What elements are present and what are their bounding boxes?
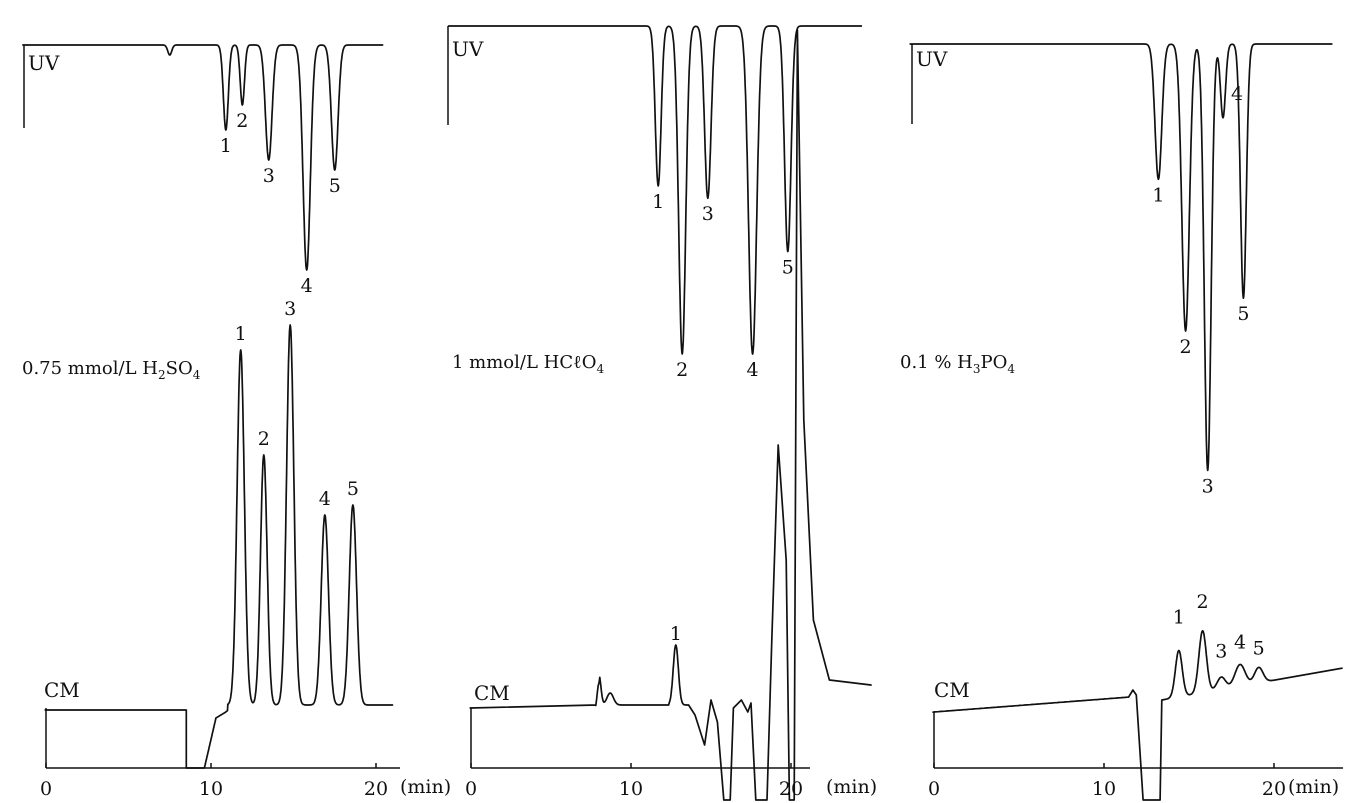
eluent-subscript: 4 <box>597 362 605 376</box>
eluent-subscript: 3 <box>973 362 981 376</box>
eluent-label: 0.75 mmol/L H2SO4 <box>22 358 201 382</box>
cm-peak-label-2: 2 <box>258 428 270 450</box>
cm-peak-label-3: 3 <box>1215 641 1227 663</box>
uv-trace-group: UV 12 3 4 5 <box>22 44 384 297</box>
tick-label-20: 20 <box>1262 778 1286 800</box>
uv-trace-line <box>22 44 384 271</box>
uv-peak-label-2: 2 <box>1180 336 1192 358</box>
cm-peak-label-2: 2 <box>1197 591 1209 613</box>
eluent-subscript: 4 <box>1007 362 1015 376</box>
cm-detector-label: CM <box>934 678 970 702</box>
time-unit-label: (min) <box>1288 776 1339 798</box>
cm-peak-label-4: 4 <box>319 488 331 510</box>
cm-peak-label-1: 1 <box>670 623 682 645</box>
uv-trace-group: UV 1 2 3 4 5 <box>909 43 1333 497</box>
tick-label-0: 0 <box>465 778 477 800</box>
uv-peak-label-5: 5 <box>329 175 341 197</box>
uv-trace-line <box>447 25 863 355</box>
eluent-text: PO <box>981 352 1008 373</box>
tick-label-0: 0 <box>928 778 940 800</box>
uv-peak-label-4: 4 <box>1231 83 1243 105</box>
cm-peak-label-5: 5 <box>347 478 359 500</box>
eluent-text: 1 mmol/L HCℓO <box>452 352 597 373</box>
uv-peak-label-4: 4 <box>747 359 759 381</box>
cm-detector-label: CM <box>44 678 80 702</box>
uv-peak-label-1: 1 <box>652 191 664 213</box>
cm-peak-label-1: 1 <box>1173 607 1185 629</box>
cm-peak-label-4: 4 <box>1234 631 1246 653</box>
uv-detector-label: UV <box>28 51 60 75</box>
cm-detector-label: CM <box>474 681 510 705</box>
cm-peak-label-1: 1 <box>235 323 247 345</box>
uv-peak-label-3: 3 <box>263 165 275 187</box>
cm-trace-line <box>469 29 872 801</box>
cm-peak-label-3: 3 <box>284 298 296 320</box>
uv-detector-label: UV <box>916 47 948 71</box>
uv-peak-label-1: 1 <box>220 135 232 157</box>
eluent-subscript: 4 <box>193 368 201 382</box>
uv-peak-label-4: 4 <box>301 275 313 297</box>
time-axis: 0 10 20 (min) <box>465 708 877 800</box>
tick-label-20: 20 <box>779 778 803 800</box>
eluent-subscript: 2 <box>158 368 166 382</box>
eluent-text: SO <box>166 358 193 379</box>
uv-peak-label-3: 3 <box>702 203 714 225</box>
uv-peak-label-5: 5 <box>782 257 794 279</box>
cm-trace-line <box>932 629 1343 801</box>
tick-label-0: 0 <box>40 778 52 800</box>
tick-label-20: 20 <box>364 778 388 800</box>
tick-label-10: 10 <box>619 778 643 800</box>
time-unit-label: (min) <box>826 776 877 798</box>
cm-peak-label-5: 5 <box>1253 638 1265 660</box>
eluent-text: 0.75 mmol/L H <box>22 358 158 379</box>
uv-peak-label-3: 3 <box>1202 475 1214 497</box>
eluent-label: 1 mmol/L HCℓO4 <box>452 352 605 376</box>
uv-peak-label-2: 2 <box>236 110 248 132</box>
eluent-label: 0.1 % H3PO4 <box>900 352 1015 376</box>
tick-label-10: 10 <box>1092 778 1116 800</box>
cm-trace-group: CM 1 <box>469 29 872 801</box>
tick-label-10: 10 <box>199 778 223 800</box>
cm-trace-line <box>44 324 394 769</box>
uv-trace-group: UV 1 2 3 4 5 <box>447 25 863 381</box>
time-axis: 0 10 20 (min) <box>928 712 1343 800</box>
uv-detector-label: UV <box>452 37 484 61</box>
uv-peak-label-5: 5 <box>1237 303 1249 325</box>
uv-peak-label-1: 1 <box>1152 184 1164 206</box>
uv-trace-line <box>909 43 1333 472</box>
time-axis: 0 10 20 (min) <box>40 708 451 800</box>
eluent-text: 0.1 % H <box>900 352 973 373</box>
time-unit-label: (min) <box>400 776 451 798</box>
uv-peak-label-2: 2 <box>676 359 688 381</box>
